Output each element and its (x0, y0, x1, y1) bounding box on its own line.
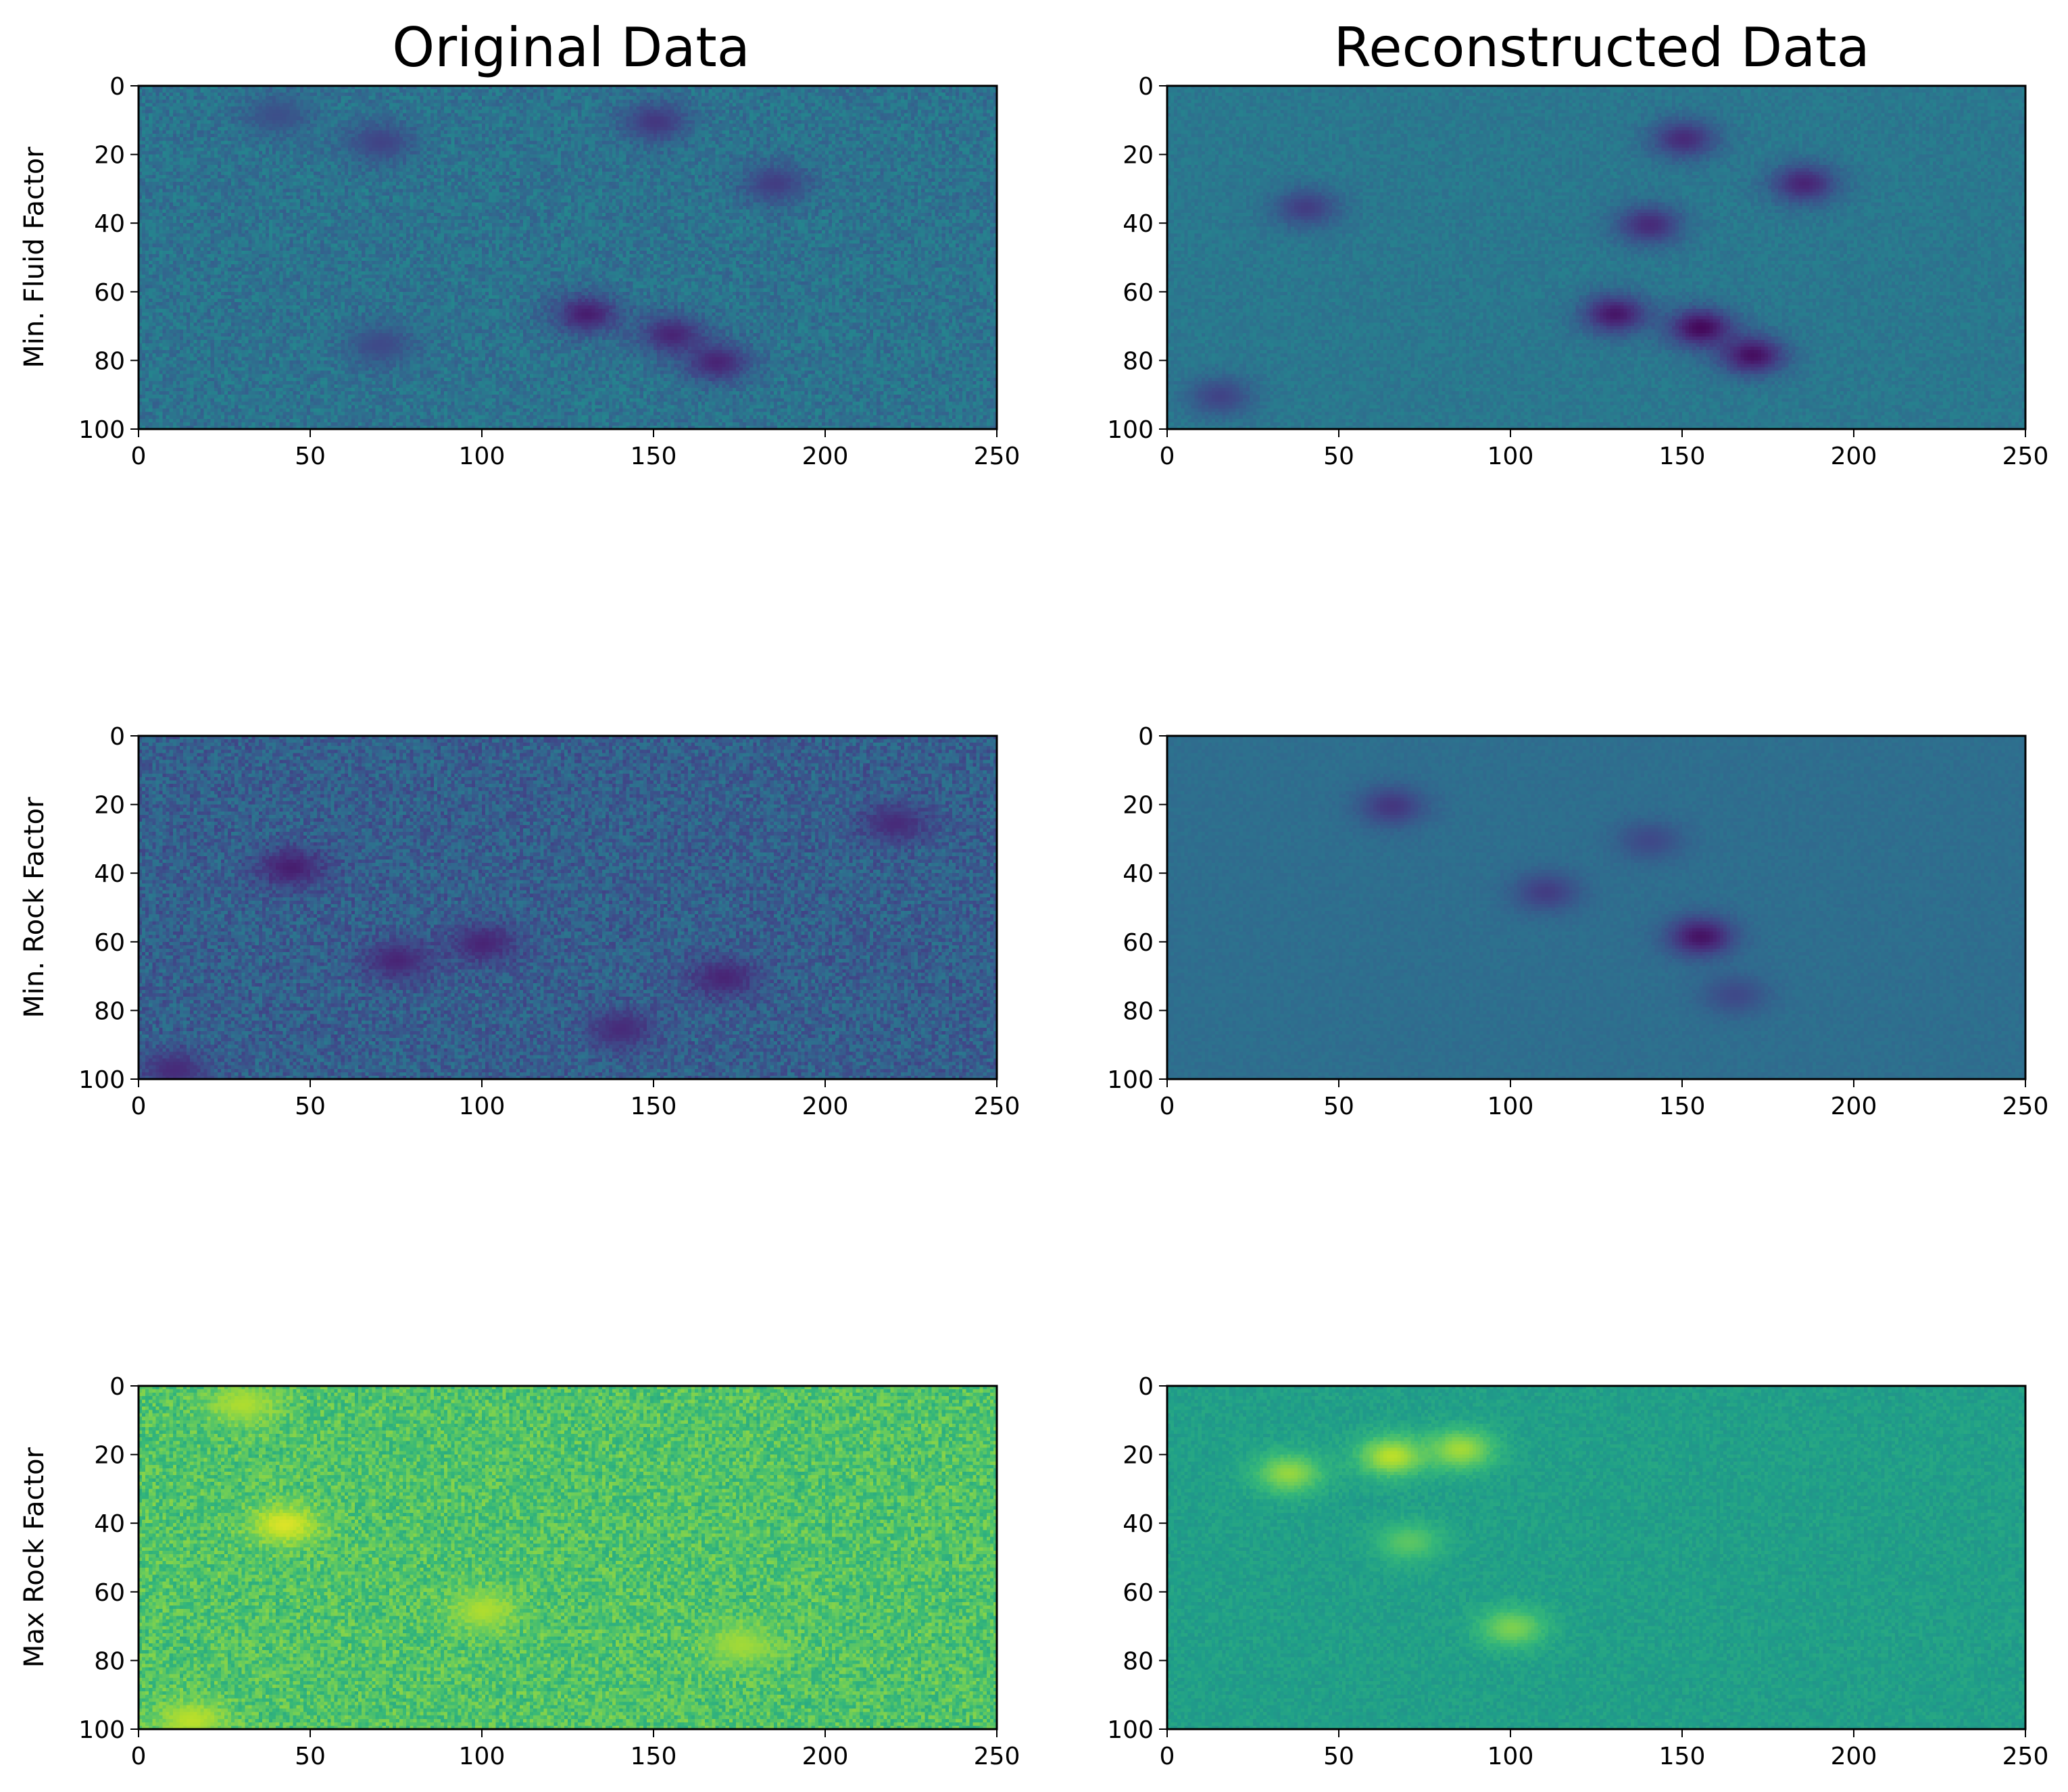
y-tick-label: 0 (1138, 1373, 1154, 1401)
x-tick-label: 150 (1659, 443, 1706, 470)
y-tick-label: 0 (1138, 73, 1154, 101)
heatmap-image (139, 736, 997, 1079)
x-tick-label: 0 (1160, 1093, 1175, 1120)
x-tick-label: 150 (631, 1743, 677, 1770)
axes-frame (137, 1385, 998, 1731)
y-tick-label: 100 (1107, 1066, 1154, 1094)
y-tick-label: 40 (1123, 210, 1154, 238)
heatmap-image (139, 1386, 997, 1729)
x-tick-label: 250 (974, 1093, 1020, 1120)
x-tick-label: 150 (631, 1093, 677, 1120)
y-tick-label: 80 (1123, 997, 1154, 1025)
x-tick-label: 0 (131, 443, 147, 470)
x-tick-label: 200 (1831, 443, 1877, 470)
y-tick-label: 20 (94, 142, 125, 170)
x-tick-label: 50 (1323, 443, 1354, 470)
y-tick-label: 80 (94, 1647, 125, 1675)
y-tick-label: 60 (1123, 929, 1154, 957)
y-tick-label: 40 (94, 210, 125, 238)
y-tick-label: 100 (1107, 1716, 1154, 1744)
y-tick-label: 100 (1107, 416, 1154, 444)
y-tick-label: 0 (109, 1373, 125, 1401)
x-tick-label: 250 (2002, 1743, 2049, 1770)
y-tick-label: 100 (78, 1716, 125, 1744)
y-tick-label: 80 (94, 997, 125, 1025)
x-tick-label: 100 (1487, 1743, 1534, 1770)
y-tick-label: 20 (94, 792, 125, 820)
y-tick-label: 40 (1123, 1510, 1154, 1538)
x-tick-label: 100 (459, 1743, 506, 1770)
x-tick-label: 150 (1659, 1093, 1706, 1120)
x-tick-label: 50 (295, 443, 326, 470)
y-tick-label: 40 (1123, 860, 1154, 888)
x-tick-label: 50 (295, 1743, 326, 1770)
y-tick-label: 100 (78, 416, 125, 444)
x-tick-label: 200 (802, 1093, 849, 1120)
x-tick-label: 0 (1160, 1743, 1175, 1770)
x-tick-label: 250 (974, 443, 1020, 470)
heatmap-image (139, 86, 997, 429)
y-tick-label: 100 (78, 1066, 125, 1094)
y-tick-label: 40 (94, 1510, 125, 1538)
row-label-min-fluid-factor: Min. Fluid Factor (19, 147, 50, 368)
y-tick-label: 60 (1123, 279, 1154, 307)
y-tick-label: 20 (1123, 1442, 1154, 1470)
heatmap-image (1167, 86, 2025, 429)
heatmap-panel-row3-col1: 0 50 100 150 200 250 0 20 40 60 80 100 (78, 1373, 1020, 1770)
heatmap-image (1167, 1386, 2025, 1729)
x-tick-label: 50 (1323, 1093, 1354, 1120)
x-tick-label: 50 (295, 1093, 326, 1120)
axes-frame (137, 735, 998, 1080)
axes-frame (137, 84, 998, 430)
x-tick-label: 250 (2002, 1093, 2049, 1120)
y-tick-label: 40 (94, 860, 125, 888)
x-tick-label: 200 (802, 443, 849, 470)
y-tick-label: 0 (1138, 723, 1154, 751)
x-tick-label: 250 (2002, 443, 2049, 470)
y-tick-label: 20 (1123, 792, 1154, 820)
x-tick-label: 100 (1487, 1093, 1534, 1120)
heatmap-panel-row1-col1: 0 50 100 150 200 250 0 20 40 60 80 100 (78, 73, 1020, 470)
column-title-original: Original Data (392, 16, 750, 79)
x-tick-label: 150 (1659, 1743, 1706, 1770)
heatmap-image (1167, 736, 2025, 1079)
y-tick-label: 60 (94, 929, 125, 957)
x-tick-label: 100 (459, 443, 506, 470)
x-tick-label: 100 (1487, 443, 1534, 470)
heatmap-panel-row3-col2: 0 50 100 150 200 250 0 20 40 60 80 100 (1107, 1373, 2048, 1770)
y-tick-label: 60 (94, 1579, 125, 1607)
x-tick-label: 200 (1831, 1093, 1877, 1120)
y-tick-label: 80 (1123, 1647, 1154, 1675)
row-label-min-rock-factor: Min. Rock Factor (19, 797, 50, 1018)
heatmap-panel-row2-col2: 0 50 100 150 200 250 0 20 40 60 80 100 (1107, 723, 2048, 1120)
x-tick-label: 200 (802, 1743, 849, 1770)
y-tick-label: 0 (109, 723, 125, 751)
row-label-max-rock-factor: Max Rock Factor (19, 1447, 50, 1668)
x-tick-label: 100 (459, 1093, 506, 1120)
axes-frame (1166, 735, 2027, 1080)
y-tick-label: 60 (1123, 1579, 1154, 1607)
x-tick-label: 0 (1160, 443, 1175, 470)
y-tick-label: 20 (1123, 142, 1154, 170)
x-tick-label: 50 (1323, 1743, 1354, 1770)
x-tick-label: 200 (1831, 1743, 1877, 1770)
x-tick-label: 0 (131, 1093, 147, 1120)
y-tick-label: 20 (94, 1442, 125, 1470)
y-tick-label: 60 (94, 279, 125, 307)
y-tick-label: 0 (109, 73, 125, 101)
heatmap-panel-row2-col1: 0 50 100 150 200 250 0 20 40 60 80 100 (78, 723, 1020, 1120)
x-tick-label: 0 (131, 1743, 147, 1770)
axes-frame (1166, 84, 2027, 430)
x-tick-label: 150 (631, 443, 677, 470)
heatmap-panel-row1-col2: 0 50 100 150 200 250 0 20 40 60 80 100 (1107, 73, 2048, 470)
column-title-reconstructed: Reconstructed Data (1333, 16, 1869, 79)
axes-frame (1166, 1385, 2027, 1731)
y-tick-label: 80 (94, 347, 125, 375)
y-tick-label: 80 (1123, 347, 1154, 375)
x-tick-label: 250 (974, 1743, 1020, 1770)
